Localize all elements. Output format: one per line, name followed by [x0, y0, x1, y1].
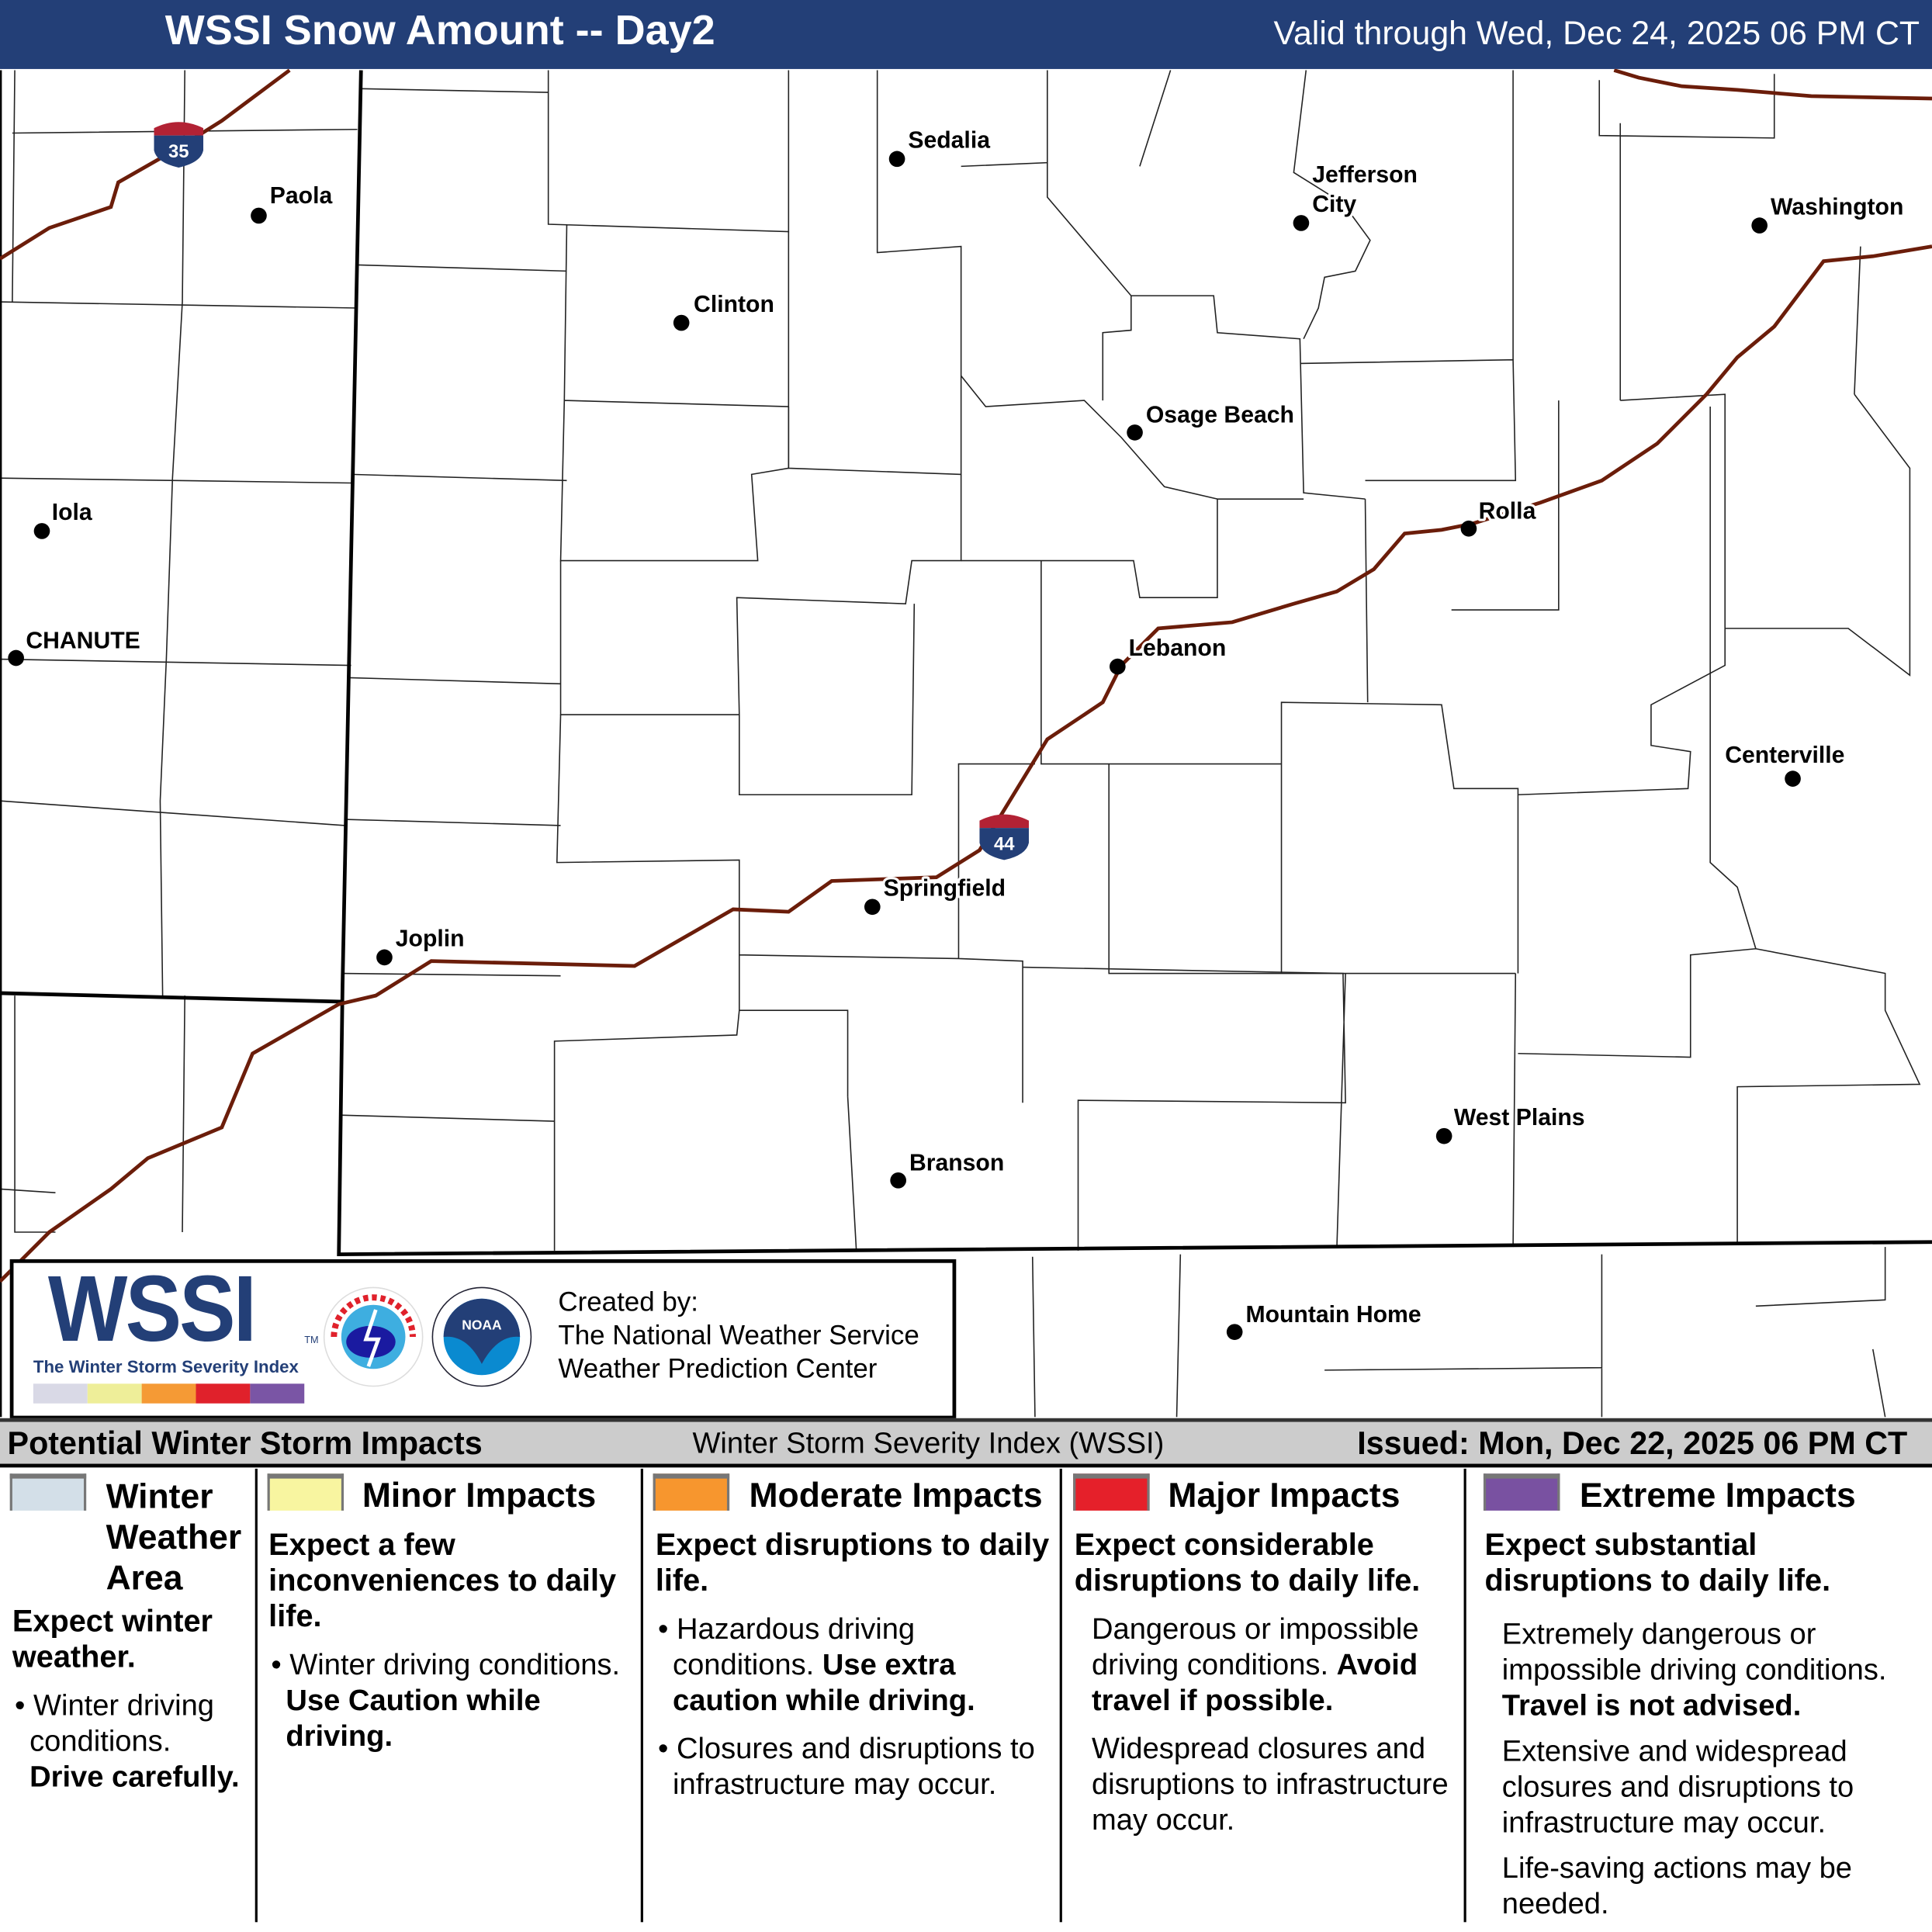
city-dot [1435, 1127, 1452, 1144]
scale-moderate [141, 1383, 196, 1404]
city-label: Jefferson City [1312, 162, 1418, 217]
city-dot [1293, 215, 1310, 231]
city-dot [1127, 424, 1143, 441]
legend-bullet: • Closures and disruptions to infrastruc… [657, 1732, 1035, 1802]
legend-text: Widespread closures and disruptions to i… [1091, 1732, 1449, 1837]
swatch-extreme [1483, 1473, 1560, 1511]
legend-title: Extreme Impacts [1579, 1476, 1856, 1515]
map: 35 44 Sedalia Paola Clinton Jefferson City Wa… [0, 68, 1932, 1418]
swatch-major [1073, 1473, 1150, 1511]
legend-text: Life-saving actions may be needed. [1501, 1851, 1853, 1921]
trademark: TM [304, 1334, 319, 1346]
i44-shield: 44 [979, 814, 1029, 860]
svg-text:35: 35 [168, 141, 189, 162]
i35-shield: 35 [154, 122, 204, 168]
city-label: Clinton [694, 292, 774, 317]
city-label: Mountain Home [1245, 1302, 1421, 1328]
city-dot [376, 949, 393, 966]
city-label: West Plains [1454, 1105, 1585, 1130]
impact-header-bar: Potential Winter Storm Impacts Winter St… [0, 1418, 1932, 1468]
divider [254, 1468, 258, 1923]
scale-extreme [250, 1383, 305, 1404]
us-highway-road [1613, 68, 1932, 101]
svg-text:NOAA: NOAA [462, 1317, 502, 1332]
title-bar: WSSI Snow Amount -- Day2 Valid through W… [0, 0, 1932, 69]
city-dot [1110, 658, 1126, 675]
city-dot [33, 523, 50, 539]
wssi-heading: Winter Storm Severity Index (WSSI) [692, 1426, 1165, 1460]
city-label: Iola [52, 500, 92, 525]
city-dot [1751, 217, 1768, 234]
city-label: Washington [1771, 194, 1903, 220]
created-by-org1: The National Weather Service [558, 1319, 919, 1351]
legend-bullet: • Winter driving conditions. Use Caution… [271, 1648, 621, 1754]
legend-bullet: • Hazardous driving conditions. Use extr… [657, 1612, 975, 1718]
swatch-minor [267, 1473, 345, 1511]
city-label: Sedalia [908, 128, 990, 154]
legend-title: Moderate Impacts [749, 1476, 1043, 1515]
scale-minor [87, 1383, 142, 1404]
city-dot [890, 1172, 906, 1189]
city-label: Springfield [884, 875, 1006, 901]
legend-title: Minor Impacts [362, 1476, 597, 1515]
county-lines [0, 70, 1921, 1418]
swatch-moderate [653, 1473, 730, 1511]
city-markers: Sedalia Paola Clinton Jefferson City Washingt… [8, 125, 1906, 1340]
legend-text: Extensive and widespread closures and di… [1501, 1734, 1854, 1840]
wssi-logo: WSSI [47, 1256, 257, 1362]
city-dot [1785, 770, 1801, 787]
svg-text:44: 44 [994, 834, 1015, 855]
divider [1059, 1468, 1062, 1923]
city-dot [1226, 1324, 1243, 1340]
city-dot [888, 151, 905, 168]
created-by: Created by: The National Weather Service… [558, 1285, 919, 1385]
valid-time: Valid through Wed, Dec 24, 2025 06 PM CT [1273, 15, 1920, 52]
state-lines [0, 70, 1932, 1418]
noaa-logo-icon: NOAA [431, 1286, 532, 1387]
legend-title: Major Impacts [1168, 1476, 1401, 1515]
issued-time: Issued: Mon, Dec 22, 2025 06 PM CT [1357, 1424, 1908, 1462]
swatch-winter [9, 1473, 87, 1511]
city-label: Lebanon [1129, 635, 1227, 661]
legend-summary: Expect winter weather. [12, 1604, 213, 1675]
city-dot [673, 314, 690, 331]
legend-text: Extremely dangerous or impossible drivin… [1501, 1618, 1887, 1723]
impacts-heading: Potential Winter Storm Impacts [7, 1424, 483, 1462]
city-label: Rolla [1479, 499, 1536, 525]
city-label: Centerville [1725, 743, 1844, 768]
city-dot [864, 898, 881, 916]
city-dot [251, 207, 267, 224]
city-dot [1460, 520, 1477, 537]
legend-bullet: • Winter driving conditions. Drive caref… [15, 1689, 240, 1795]
city-label: CHANUTE [26, 628, 140, 653]
created-by-label: Created by: [558, 1286, 698, 1317]
legend-summary: Expect disruptions to daily life. [655, 1528, 1050, 1598]
legend-text: Dangerous or impossible driving conditio… [1091, 1612, 1419, 1718]
city-label: Osage Beach [1146, 403, 1294, 428]
interstate-roads [0, 68, 1932, 1283]
map-title: WSSI Snow Amount -- Day2 [164, 7, 715, 54]
created-by-org2: Weather Prediction Center [558, 1352, 878, 1384]
city-label: Paola [270, 183, 333, 209]
divider [1463, 1468, 1466, 1923]
legend-summary: Expect considerable disruptions to daily… [1074, 1528, 1421, 1598]
scale-winter [33, 1383, 88, 1404]
divider [640, 1468, 643, 1923]
legend-summary: Expect a few inconveniences to daily lif… [268, 1528, 617, 1634]
wssi-subtitle: The Winter Storm Severity Index [33, 1356, 299, 1376]
city-label: Branson [909, 1151, 1004, 1176]
city-dot [8, 649, 24, 667]
credits-box: WSSI TM The Winter Storm Severity Index … [9, 1256, 957, 1420]
city-label: Joplin [396, 926, 465, 952]
legend-title: Winter Weather Area [106, 1477, 242, 1598]
scale-major [196, 1383, 251, 1404]
i35-road [0, 68, 291, 261]
legend-summary: Expect substantial disruptions to daily … [1484, 1528, 1831, 1598]
nws-logo-icon [323, 1286, 424, 1387]
